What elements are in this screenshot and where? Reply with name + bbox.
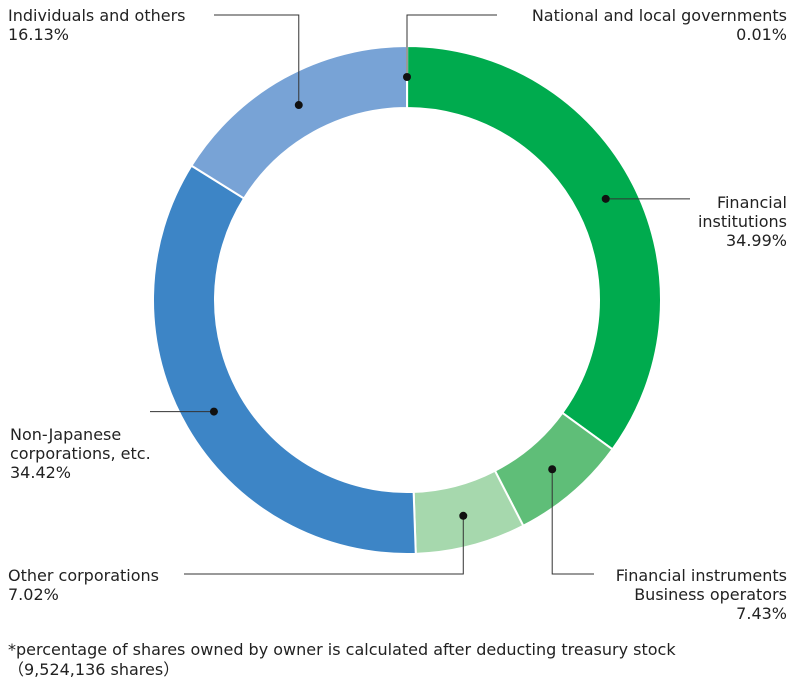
label-non-japanese-line2: corporations, etc.: [10, 444, 151, 463]
label-financial-institutions-line2: institutions: [697, 212, 787, 231]
label-individuals: Individuals and others 16.13%: [8, 6, 186, 44]
label-individuals-name: Individuals and others: [8, 6, 186, 25]
leader-financial-institutions-dot: [601, 194, 610, 203]
leader-financial-instruments-dot: [548, 465, 557, 474]
leader-lines: [150, 14, 690, 575]
label-financial-instruments-line2: Business operators: [634, 585, 787, 604]
leader-individuals-line: [214, 14, 300, 106]
donut-slices: [152, 44, 662, 555]
label-individuals-pct: 16.13%: [8, 25, 70, 44]
label-non-japanese-line1: Non-Japanese: [10, 425, 122, 444]
leader-governments-line: [406, 14, 497, 77]
label-non-japanese-pct: 34.42%: [10, 463, 72, 482]
leader-other-corporations-line: [184, 515, 464, 575]
label-financial-institutions: Financial institutions 34.99%: [698, 193, 787, 250]
leader-non-japanese-dot: [209, 407, 218, 416]
footnote: *percentage of shares owned by owner is …: [8, 640, 676, 680]
label-financial-instruments: Financial instruments Business operators…: [616, 566, 787, 623]
label-financial-institutions-pct: 34.99%: [725, 231, 787, 250]
label-other-corporations-name: Other corporations: [8, 566, 159, 585]
label-financial-instruments-pct: 7.43%: [736, 604, 787, 623]
label-financial-institutions-line1: Financial: [716, 193, 787, 212]
footnote-line2: （9,524,136 shares）: [8, 660, 180, 679]
leader-other-corporations-dot: [459, 511, 468, 520]
leader-individuals-dot: [294, 101, 303, 110]
leader-financial-instruments-line: [551, 469, 594, 575]
label-non-japanese: Non-Japanese corporations, etc. 34.42%: [10, 425, 151, 482]
label-other-corporations-pct: 7.02%: [8, 585, 59, 604]
leader-governments-dot: [403, 73, 411, 81]
label-governments-pct: 0.01%: [736, 25, 787, 44]
footnote-line1: *percentage of shares owned by owner is …: [8, 640, 676, 659]
label-governments: National and local governments 0.01%: [532, 6, 787, 44]
label-financial-instruments-line1: Financial instruments: [615, 566, 787, 585]
slice-financial-institutions: [406, 44, 662, 451]
slice-non-japanese: [152, 164, 417, 555]
label-other-corporations: Other corporations 7.02%: [8, 566, 159, 604]
label-governments-name: National and local governments: [531, 6, 787, 25]
